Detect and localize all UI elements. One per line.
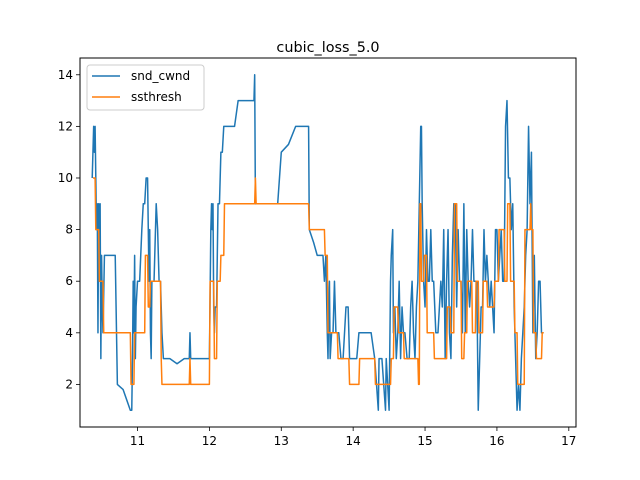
legend-label-ssthresh: ssthresh <box>131 90 182 104</box>
series-line-ssthresh <box>92 177 544 386</box>
y-tick-label: 10 <box>58 171 73 185</box>
x-tick-label: 15 <box>417 434 432 448</box>
series-line-snd-cwnd <box>91 74 544 411</box>
y-tick-label: 2 <box>65 377 73 391</box>
x-tick-label: 12 <box>202 434 217 448</box>
x-tick-label: 11 <box>130 434 145 448</box>
chart-title: cubic_loss_5.0 <box>276 40 379 56</box>
x-tick-label: 14 <box>346 434 361 448</box>
x-tick-label: 17 <box>561 434 576 448</box>
y-tick-label: 4 <box>65 326 73 340</box>
y-tick-label: 6 <box>65 274 73 288</box>
y-tick-label: 8 <box>65 223 73 237</box>
plot-area <box>91 74 544 411</box>
x-tick-label: 13 <box>274 434 289 448</box>
x-tick-label: 16 <box>489 434 504 448</box>
plot-frame <box>79 57 577 428</box>
y-tick-label: 12 <box>58 119 73 133</box>
y-tick-label: 14 <box>58 68 73 82</box>
x-axis: 11 12 13 14 15 16 17 <box>130 427 576 448</box>
legend: snd_cwnd ssthresh <box>86 64 205 111</box>
legend-label-snd-cwnd: snd_cwnd <box>131 69 190 83</box>
y-axis: 2 4 6 8 10 12 14 <box>58 68 80 391</box>
